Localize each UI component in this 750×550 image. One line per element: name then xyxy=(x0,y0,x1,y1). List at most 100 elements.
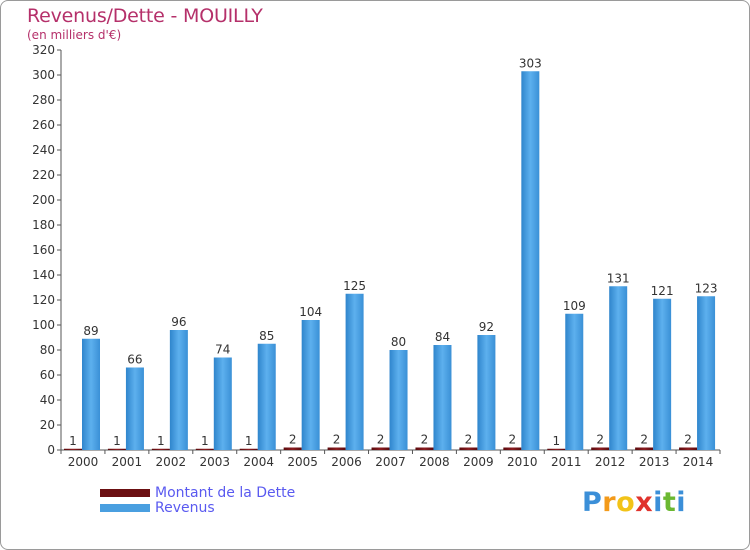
debt-bar xyxy=(64,448,82,450)
debt-value-label: 2 xyxy=(421,433,429,447)
debt-bar xyxy=(547,448,566,450)
debt-value-label: 1 xyxy=(69,434,77,448)
y-tick-label: 300 xyxy=(32,68,55,82)
debt-bar xyxy=(679,447,698,450)
x-tick-label: 2006 xyxy=(331,455,362,469)
x-tick-label: 2002 xyxy=(156,455,187,469)
debt-value-label: 2 xyxy=(333,433,341,447)
revenue-value-label: 125 xyxy=(343,279,366,293)
revenue-value-label: 80 xyxy=(391,335,406,349)
revenue-bar xyxy=(565,313,584,450)
debt-bar xyxy=(151,448,170,450)
debt-value-label: 2 xyxy=(289,433,297,447)
revenue-bar xyxy=(433,345,452,450)
y-tick-label: 160 xyxy=(32,243,55,257)
debt-value-label: 2 xyxy=(377,433,385,447)
x-tick-label: 2009 xyxy=(463,455,494,469)
logo-letter: i xyxy=(676,487,687,518)
revenue-bar xyxy=(125,367,144,450)
proxiti-logo: Proxiti xyxy=(582,487,686,518)
debt-value-label: 1 xyxy=(201,434,209,448)
revenue-value-label: 109 xyxy=(563,299,586,313)
debt-value-label: 1 xyxy=(157,434,165,448)
debt-bar xyxy=(591,447,610,450)
debt-value-label: 2 xyxy=(509,433,517,447)
logo-letter: r xyxy=(602,487,617,518)
y-tick-label: 240 xyxy=(32,143,55,157)
logo-letter: i xyxy=(653,487,663,518)
y-tick-label: 100 xyxy=(32,318,55,332)
revenue-bar xyxy=(301,320,320,450)
revenue-value-label: 92 xyxy=(479,320,494,334)
y-tick-label: 260 xyxy=(32,118,55,132)
debt-value-label: 1 xyxy=(552,434,560,448)
y-tick-label: 80 xyxy=(40,343,55,357)
y-tick-label: 220 xyxy=(32,168,55,182)
revenue-bar xyxy=(609,286,628,450)
y-tick-label: 280 xyxy=(32,93,55,107)
debt-value-label: 2 xyxy=(684,433,692,447)
x-tick-label: 2010 xyxy=(507,455,538,469)
logo-letter: x xyxy=(635,487,654,518)
revenue-bar xyxy=(477,335,496,450)
debt-bar xyxy=(415,447,434,450)
legend-label-revenue: Revenus xyxy=(155,500,215,516)
debt-value-label: 1 xyxy=(113,434,121,448)
y-tick-label: 180 xyxy=(32,218,55,232)
debt-bar xyxy=(327,447,346,450)
x-tick-label: 2014 xyxy=(683,455,714,469)
chart-title: Revenus/Dette - MOUILLY xyxy=(27,5,263,27)
x-tick-label: 2005 xyxy=(287,455,318,469)
revenue-bar xyxy=(213,357,232,450)
debt-bar xyxy=(459,447,478,450)
legend-swatch-revenue xyxy=(100,504,150,512)
debt-value-label: 1 xyxy=(245,434,253,448)
y-tick-label: 140 xyxy=(32,268,55,282)
revenue-bar xyxy=(257,343,276,450)
debt-value-label: 2 xyxy=(596,433,604,447)
legend-swatch-debt xyxy=(100,489,150,497)
revenue-value-label: 96 xyxy=(171,315,186,329)
revenue-bar xyxy=(82,338,100,450)
y-tick-label: 20 xyxy=(40,418,55,432)
debt-bar xyxy=(371,447,390,450)
revenue-value-label: 121 xyxy=(651,284,674,298)
x-tick-label: 2013 xyxy=(639,455,670,469)
revenue-bar xyxy=(697,296,716,450)
debt-value-label: 2 xyxy=(465,433,473,447)
chart-subtitle: (en milliers d'€) xyxy=(27,28,122,42)
y-tick-label: 40 xyxy=(40,393,55,407)
y-tick-label: 0 xyxy=(47,443,55,457)
x-tick-label: 2011 xyxy=(551,455,582,469)
x-tick-label: 2012 xyxy=(595,455,626,469)
revenue-value-label: 131 xyxy=(607,271,630,285)
x-tick-label: 2003 xyxy=(199,455,230,469)
y-tick-label: 120 xyxy=(32,293,55,307)
y-tick-label: 320 xyxy=(32,43,55,57)
logo-letter: P xyxy=(582,487,603,518)
x-tick-label: 2001 xyxy=(112,455,143,469)
revenue-value-label: 104 xyxy=(299,305,322,319)
revenue-value-label: 303 xyxy=(519,56,542,70)
x-tick-label: 2004 xyxy=(243,455,274,469)
revenue-value-label: 89 xyxy=(83,324,98,338)
revenue-bar xyxy=(521,71,540,450)
debt-value-label: 2 xyxy=(640,433,648,447)
x-tick-label: 2008 xyxy=(419,455,450,469)
y-tick-label: 60 xyxy=(40,368,55,382)
revenue-bar xyxy=(169,330,188,450)
x-tick-label: 2000 xyxy=(68,455,99,469)
logo-letter: o xyxy=(616,487,636,518)
debt-bar xyxy=(503,447,522,450)
revenue-bar xyxy=(389,350,408,450)
revenue-value-label: 123 xyxy=(695,281,718,295)
debt-bar xyxy=(239,448,258,450)
debt-bar xyxy=(283,447,302,450)
revenue-bar xyxy=(653,298,672,450)
x-tick-label: 2007 xyxy=(375,455,406,469)
y-tick-label: 200 xyxy=(32,193,55,207)
debt-bar xyxy=(635,447,654,450)
debt-bar xyxy=(195,448,214,450)
